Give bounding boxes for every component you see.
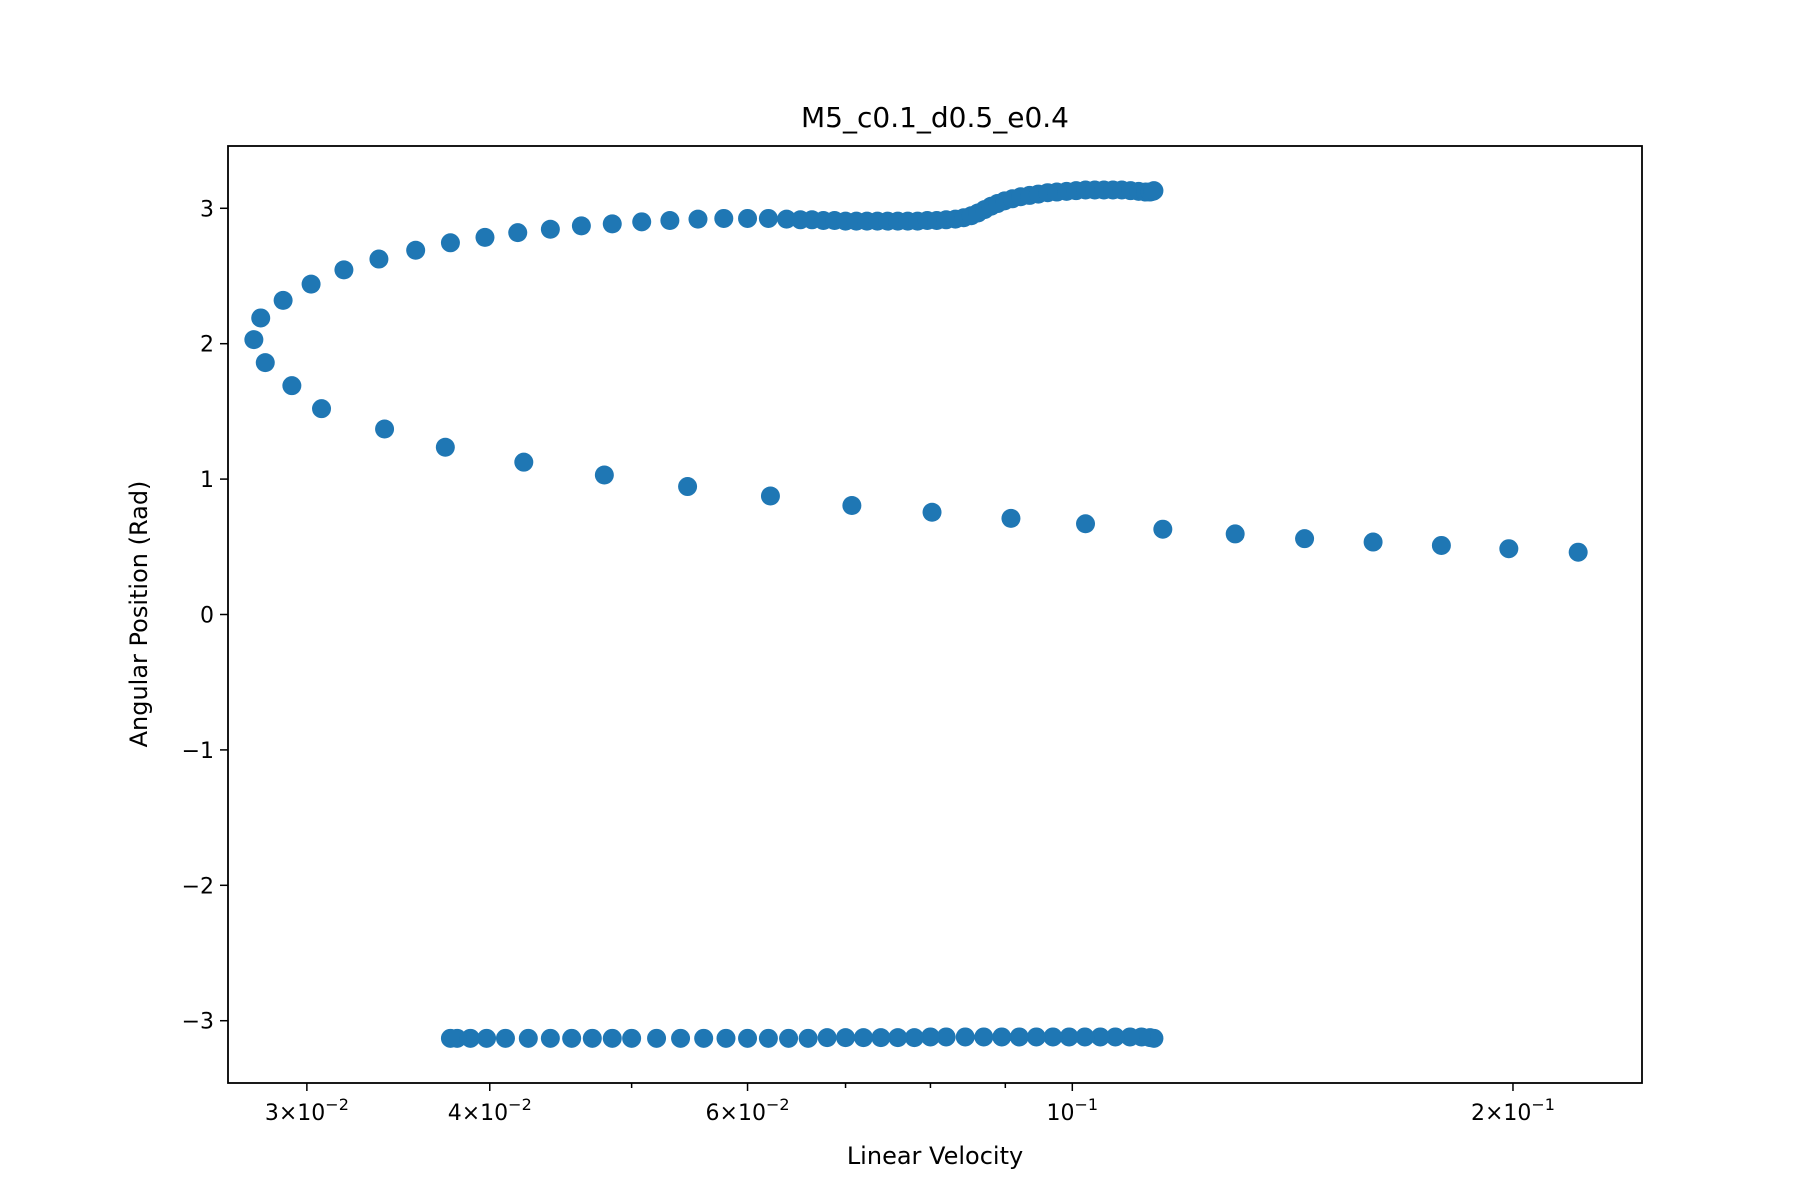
data-point-4 <box>1295 529 1315 549</box>
data-point-18 <box>282 376 302 396</box>
data-point-102 <box>836 1028 856 1048</box>
data-point-5 <box>1225 524 1245 544</box>
data-point-20 <box>244 330 264 350</box>
data-point-17 <box>312 399 332 419</box>
data-point-13 <box>594 465 614 485</box>
x-tick-label-0: 3×10−2 <box>265 1095 349 1126</box>
y-tick-label-2: 1 <box>200 468 214 493</box>
data-point-109 <box>694 1028 714 1048</box>
data-point-11 <box>760 486 780 506</box>
data-point-103 <box>817 1028 837 1048</box>
data-point-36 <box>714 208 734 228</box>
data-point-34 <box>660 210 680 230</box>
data-point-9 <box>922 502 942 522</box>
x-axis-label: Linear Velocity <box>847 1142 1023 1170</box>
data-point-31 <box>571 216 591 236</box>
data-point-116 <box>540 1028 560 1048</box>
data-point-2 <box>1431 535 1451 555</box>
data-point-113 <box>602 1028 622 1048</box>
data-point-37 <box>738 208 758 228</box>
data-point-32 <box>602 214 622 234</box>
data-point-92 <box>1009 1027 1029 1047</box>
chart-title: M5_c0.1_d0.5_e0.4 <box>801 101 1069 134</box>
data-point-89 <box>1059 1027 1079 1047</box>
data-point-118 <box>495 1028 515 1048</box>
data-point-110 <box>671 1028 691 1048</box>
data-point-21 <box>251 308 271 328</box>
data-point-6 <box>1153 519 1173 539</box>
data-point-100 <box>871 1028 891 1048</box>
data-point-30 <box>540 219 560 239</box>
data-point-88 <box>1075 1027 1095 1047</box>
data-point-16 <box>375 419 395 439</box>
data-point-96 <box>936 1027 956 1047</box>
data-point-98 <box>904 1028 924 1048</box>
data-point-35 <box>688 209 708 229</box>
data-point-27 <box>440 233 460 253</box>
data-point-101 <box>853 1028 873 1048</box>
data-point-114 <box>582 1028 602 1048</box>
y-tick-label-0: 3 <box>200 197 214 222</box>
data-point-122 <box>440 1028 460 1048</box>
data-point-0 <box>1568 542 1588 562</box>
data-point-90 <box>1043 1027 1063 1047</box>
data-point-25 <box>369 249 389 269</box>
plot-frame <box>227 145 1643 1084</box>
y-tick-label-6: −3 <box>182 1010 214 1035</box>
x-tick-label-2: 6×10−2 <box>706 1095 790 1126</box>
data-point-14 <box>514 452 534 472</box>
data-point-95 <box>955 1027 975 1047</box>
data-point-39 <box>777 209 797 229</box>
data-point-15 <box>435 437 455 457</box>
data-point-3 <box>1363 532 1383 552</box>
data-point-104 <box>798 1028 818 1048</box>
data-point-108 <box>716 1028 736 1048</box>
data-point-22 <box>273 290 293 310</box>
data-point-85 <box>1120 1027 1140 1047</box>
data-point-120 <box>460 1028 480 1048</box>
data-point-99 <box>888 1028 908 1048</box>
y-axis-label: Angular Position (Rad) <box>125 481 153 748</box>
data-point-94 <box>974 1027 994 1047</box>
data-point-87 <box>1090 1027 1110 1047</box>
data-point-112 <box>622 1028 642 1048</box>
y-tick-label-3: 0 <box>200 604 214 629</box>
data-point-1 <box>1499 539 1519 559</box>
data-point-115 <box>562 1028 582 1048</box>
data-point-119 <box>477 1028 497 1048</box>
data-point-105 <box>779 1028 799 1048</box>
data-point-19 <box>255 353 275 373</box>
data-point-7 <box>1076 514 1096 534</box>
data-point-93 <box>992 1027 1012 1047</box>
data-point-33 <box>632 212 652 232</box>
data-point-111 <box>647 1028 667 1048</box>
data-point-97 <box>920 1027 940 1047</box>
data-point-12 <box>678 477 698 497</box>
data-point-29 <box>508 223 528 243</box>
x-tick-label-1: 4×10−2 <box>448 1095 532 1126</box>
data-point-107 <box>738 1028 758 1048</box>
y-tick-label-1: 2 <box>200 333 214 358</box>
data-point-86 <box>1105 1027 1125 1047</box>
data-point-23 <box>301 274 321 294</box>
data-point-26 <box>406 240 426 260</box>
data-point-10 <box>842 496 862 515</box>
points-layer <box>244 180 1588 1048</box>
data-point-106 <box>758 1028 778 1048</box>
data-point-117 <box>518 1028 538 1048</box>
data-point-8 <box>1001 508 1021 528</box>
data-point-91 <box>1026 1027 1046 1047</box>
x-tick-label-4: 2×10−1 <box>1471 1095 1555 1126</box>
y-tick-label-4: −1 <box>182 739 214 764</box>
data-point-38 <box>758 208 778 228</box>
data-point-81 <box>1144 181 1164 201</box>
y-tick-label-5: −2 <box>182 874 214 899</box>
data-point-28 <box>475 227 495 247</box>
x-tick-label-3: 10−1 <box>1047 1095 1099 1126</box>
data-point-24 <box>334 260 354 280</box>
